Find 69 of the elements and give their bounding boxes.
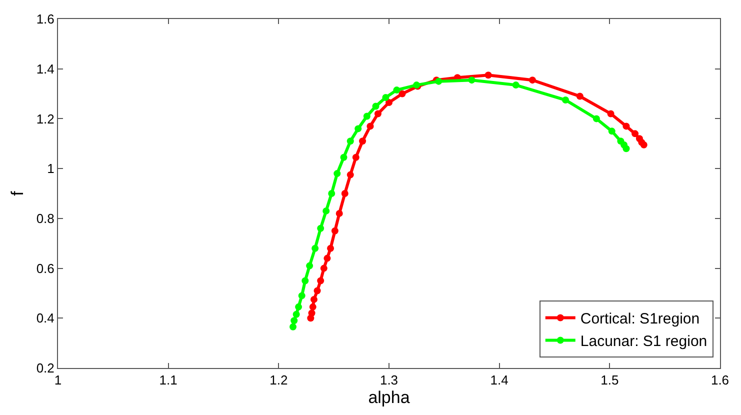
y-tick-label: 1.6	[36, 12, 54, 27]
point	[309, 303, 316, 310]
point	[324, 254, 331, 262]
point	[310, 296, 318, 303]
point	[290, 323, 297, 330]
x-tick-label: 1.4	[490, 372, 508, 388]
y-tick-label: 0.8	[36, 210, 54, 226]
point	[317, 277, 324, 284]
point	[298, 292, 306, 300]
point	[562, 96, 570, 104]
y-tick-label: 1	[47, 161, 54, 176]
x-tick-label: 1.5	[600, 372, 619, 388]
point	[327, 244, 334, 252]
x-tick-label: 1.3	[380, 372, 398, 388]
point	[340, 154, 348, 161]
point	[622, 145, 630, 152]
legend-label: Cortical: S1region	[580, 310, 700, 328]
x-tick-label: 1.1	[159, 372, 178, 388]
point	[317, 224, 324, 232]
point	[346, 171, 354, 178]
point	[336, 210, 343, 217]
point	[528, 76, 536, 84]
point	[352, 154, 360, 161]
y-tick-label: 0.2	[36, 360, 54, 376]
point	[308, 310, 316, 317]
point	[322, 207, 330, 214]
point	[435, 78, 442, 85]
point	[640, 141, 648, 148]
point	[302, 277, 309, 284]
point	[295, 303, 302, 310]
point	[484, 72, 492, 79]
point	[320, 264, 328, 272]
point	[386, 99, 392, 106]
point	[576, 92, 584, 100]
point	[468, 76, 476, 84]
legend-label: Lacunar: S1 region	[580, 333, 708, 350]
point	[622, 122, 630, 130]
point	[314, 287, 321, 294]
point	[346, 138, 354, 145]
point	[363, 112, 370, 120]
point	[374, 110, 382, 118]
y-tick-label: 0.4	[36, 310, 54, 326]
x-tick-label: 1.2	[270, 372, 288, 388]
x-tick-label: 1.6	[710, 372, 730, 388]
point	[632, 130, 639, 138]
point	[393, 86, 400, 94]
point	[341, 190, 348, 197]
point	[512, 82, 520, 89]
point	[354, 125, 362, 132]
x-axis-title: alpha	[368, 388, 410, 407]
point	[398, 90, 406, 98]
point	[607, 110, 614, 118]
y-tick-label: 1.2	[36, 111, 54, 126]
point	[331, 227, 338, 234]
point	[334, 170, 341, 178]
point	[366, 122, 374, 130]
y-tick-label: 1.4	[36, 61, 54, 76]
point	[290, 317, 298, 324]
point	[382, 94, 390, 102]
point	[372, 102, 380, 110]
point	[608, 128, 616, 135]
point	[306, 262, 314, 270]
point	[292, 310, 300, 318]
point	[592, 115, 600, 122]
point	[312, 244, 319, 252]
point	[328, 190, 336, 197]
y-axis-title: f	[8, 190, 27, 196]
y-tick-label: 0.6	[36, 260, 54, 276]
point	[359, 138, 366, 145]
